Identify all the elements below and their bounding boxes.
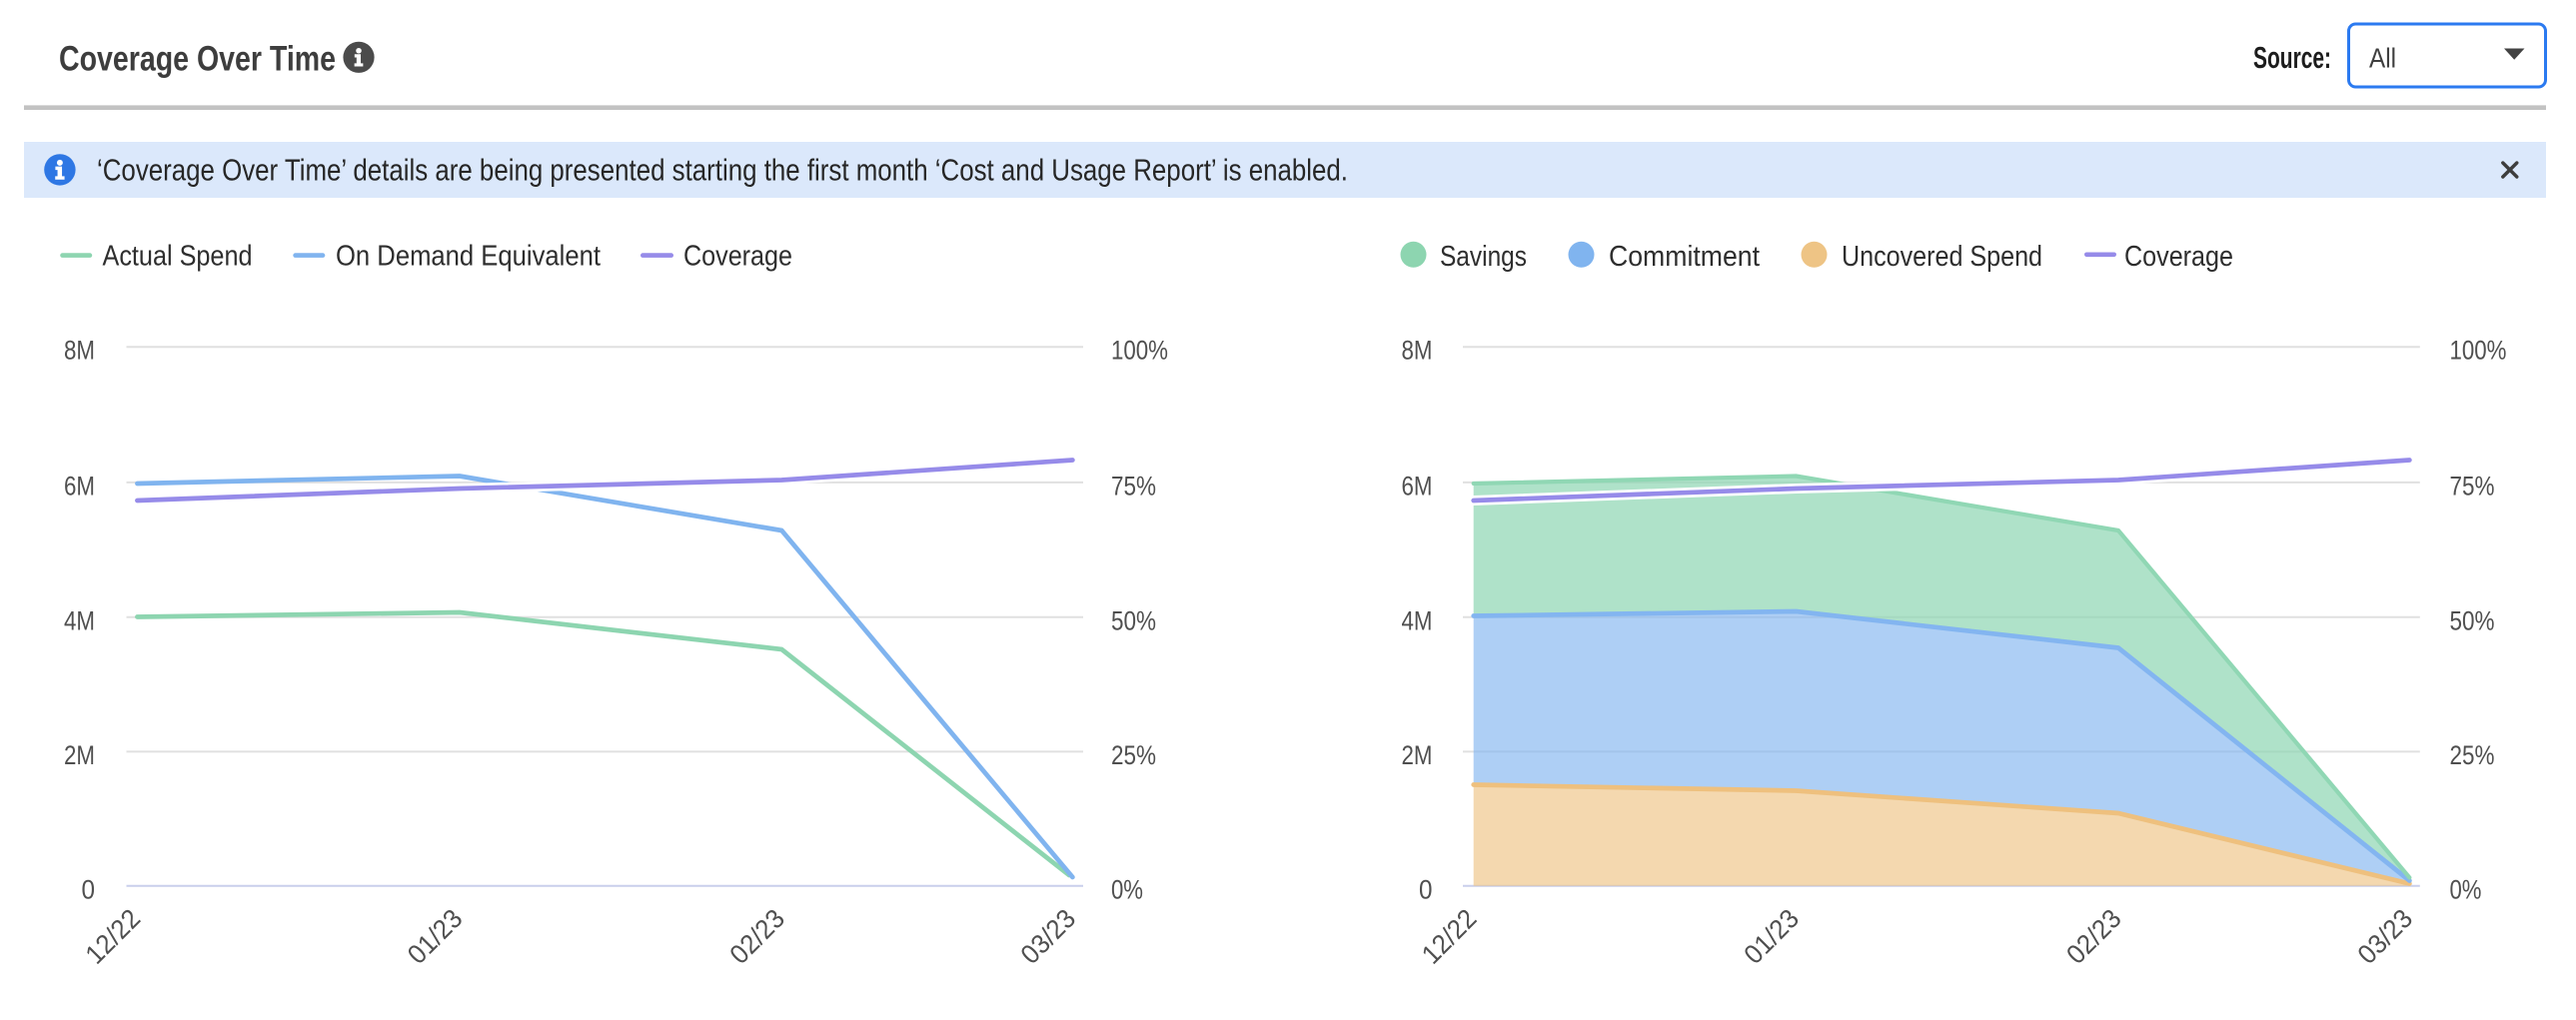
svg-text:8M: 8M	[64, 336, 95, 366]
svg-text:4M: 4M	[64, 605, 95, 635]
svg-text:2M: 2M	[1402, 740, 1433, 770]
svg-text:0: 0	[82, 874, 96, 904]
svg-text:All: All	[2369, 43, 2396, 74]
svg-text:75%: 75%	[1111, 471, 1156, 501]
svg-text:0%: 0%	[1111, 874, 1143, 904]
svg-text:25%: 25%	[1111, 740, 1156, 770]
svg-text:100%: 100%	[1111, 336, 1168, 366]
svg-text:Coverage Over Time: Coverage Over Time	[59, 40, 336, 79]
svg-text:Source:: Source:	[2253, 40, 2331, 75]
svg-text:Actual Spend: Actual Spend	[103, 241, 253, 273]
svg-text:On Demand Equivalent: On Demand Equivalent	[336, 241, 601, 273]
svg-text:6M: 6M	[64, 471, 95, 501]
svg-text:25%: 25%	[2450, 740, 2495, 770]
svg-text:75%: 75%	[2450, 471, 2495, 501]
svg-text:6M: 6M	[1402, 471, 1433, 501]
svg-text:Coverage: Coverage	[683, 241, 792, 273]
svg-text:2M: 2M	[64, 740, 95, 770]
svg-text:Coverage: Coverage	[2124, 241, 2233, 273]
svg-text:8M: 8M	[1402, 336, 1433, 366]
svg-text:‘Coverage Over Time’ details a: ‘Coverage Over Time’ details are being p…	[97, 152, 1348, 187]
svg-text:100%: 100%	[2450, 336, 2507, 366]
svg-text:0%: 0%	[2450, 874, 2482, 904]
svg-text:Commitment: Commitment	[1609, 241, 1760, 273]
svg-text:4M: 4M	[1402, 605, 1433, 635]
svg-text:Uncovered Spend: Uncovered Spend	[1842, 241, 2042, 273]
svg-text:50%: 50%	[1111, 605, 1156, 635]
svg-text:Savings: Savings	[1440, 241, 1527, 273]
svg-text:0: 0	[1419, 874, 1433, 904]
svg-text:50%: 50%	[2450, 605, 2495, 635]
